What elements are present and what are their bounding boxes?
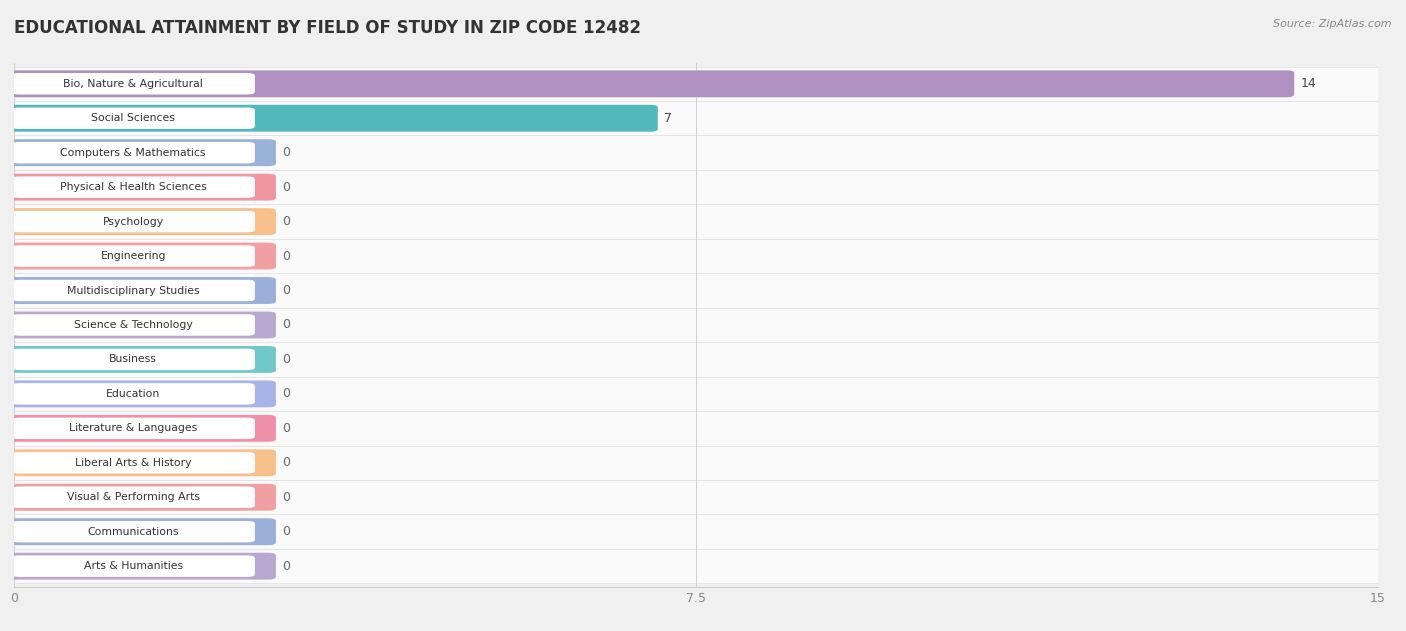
FancyBboxPatch shape [7, 449, 276, 476]
FancyBboxPatch shape [10, 520, 256, 543]
FancyBboxPatch shape [10, 382, 256, 406]
Text: 0: 0 [283, 215, 290, 228]
FancyBboxPatch shape [14, 445, 1378, 480]
FancyBboxPatch shape [10, 175, 256, 199]
Text: 0: 0 [283, 456, 290, 469]
FancyBboxPatch shape [7, 518, 276, 545]
FancyBboxPatch shape [10, 141, 256, 165]
FancyBboxPatch shape [14, 239, 1378, 273]
FancyBboxPatch shape [14, 377, 1378, 411]
Text: Visual & Performing Arts: Visual & Performing Arts [66, 492, 200, 502]
FancyBboxPatch shape [14, 170, 1378, 204]
Text: Liberal Arts & History: Liberal Arts & History [75, 457, 191, 468]
Text: 0: 0 [283, 491, 290, 504]
Text: 0: 0 [283, 560, 290, 573]
Text: Arts & Humanities: Arts & Humanities [83, 561, 183, 571]
FancyBboxPatch shape [10, 313, 256, 337]
FancyBboxPatch shape [10, 555, 256, 578]
Text: Engineering: Engineering [100, 251, 166, 261]
Text: 0: 0 [283, 319, 290, 331]
FancyBboxPatch shape [7, 139, 276, 166]
Text: 0: 0 [283, 249, 290, 262]
Text: 0: 0 [283, 525, 290, 538]
FancyBboxPatch shape [7, 346, 276, 373]
FancyBboxPatch shape [7, 415, 276, 442]
Text: Bio, Nature & Agricultural: Bio, Nature & Agricultural [63, 79, 202, 89]
Text: Business: Business [110, 355, 157, 365]
Text: 0: 0 [283, 387, 290, 401]
FancyBboxPatch shape [14, 308, 1378, 342]
FancyBboxPatch shape [10, 279, 256, 302]
Text: 0: 0 [283, 353, 290, 366]
FancyBboxPatch shape [10, 244, 256, 268]
FancyBboxPatch shape [10, 210, 256, 233]
FancyBboxPatch shape [7, 208, 276, 235]
FancyBboxPatch shape [10, 485, 256, 509]
Text: Physical & Health Sciences: Physical & Health Sciences [60, 182, 207, 192]
FancyBboxPatch shape [7, 312, 276, 338]
FancyBboxPatch shape [14, 136, 1378, 170]
FancyBboxPatch shape [7, 174, 276, 201]
FancyBboxPatch shape [14, 514, 1378, 549]
FancyBboxPatch shape [14, 411, 1378, 445]
FancyBboxPatch shape [7, 484, 276, 510]
FancyBboxPatch shape [7, 380, 276, 408]
Text: 0: 0 [283, 180, 290, 194]
FancyBboxPatch shape [14, 101, 1378, 136]
FancyBboxPatch shape [14, 273, 1378, 308]
Text: Social Sciences: Social Sciences [91, 113, 176, 123]
Text: Source: ZipAtlas.com: Source: ZipAtlas.com [1274, 19, 1392, 29]
Text: Science & Technology: Science & Technology [73, 320, 193, 330]
FancyBboxPatch shape [10, 107, 256, 130]
FancyBboxPatch shape [7, 105, 658, 132]
FancyBboxPatch shape [14, 480, 1378, 514]
Text: Education: Education [105, 389, 160, 399]
Text: 0: 0 [283, 422, 290, 435]
FancyBboxPatch shape [7, 553, 276, 580]
FancyBboxPatch shape [10, 72, 256, 95]
FancyBboxPatch shape [14, 549, 1378, 584]
Text: Communications: Communications [87, 527, 179, 537]
Text: 7: 7 [664, 112, 672, 125]
Text: Psychology: Psychology [103, 216, 163, 227]
FancyBboxPatch shape [7, 70, 1295, 97]
Text: Multidisciplinary Studies: Multidisciplinary Studies [67, 285, 200, 295]
FancyBboxPatch shape [10, 416, 256, 440]
Text: EDUCATIONAL ATTAINMENT BY FIELD OF STUDY IN ZIP CODE 12482: EDUCATIONAL ATTAINMENT BY FIELD OF STUDY… [14, 19, 641, 37]
FancyBboxPatch shape [10, 348, 256, 371]
FancyBboxPatch shape [14, 342, 1378, 377]
Text: 14: 14 [1301, 77, 1316, 90]
FancyBboxPatch shape [7, 277, 276, 304]
FancyBboxPatch shape [14, 204, 1378, 239]
FancyBboxPatch shape [14, 66, 1378, 101]
Text: 0: 0 [283, 284, 290, 297]
Text: 0: 0 [283, 146, 290, 159]
FancyBboxPatch shape [7, 242, 276, 269]
Text: Computers & Mathematics: Computers & Mathematics [60, 148, 205, 158]
FancyBboxPatch shape [10, 451, 256, 475]
Text: Literature & Languages: Literature & Languages [69, 423, 197, 433]
